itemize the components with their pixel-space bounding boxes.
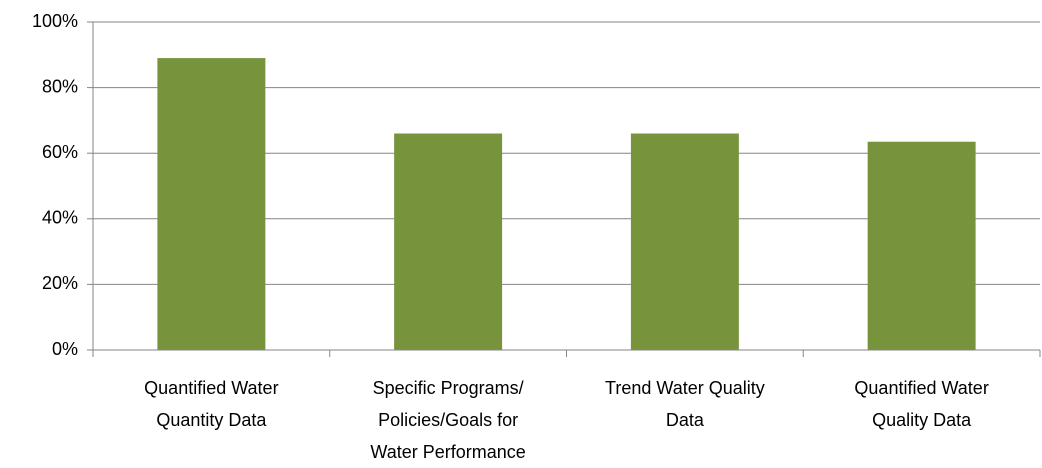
x-tick-label: Quantified Water: [144, 378, 278, 398]
y-tick-label: 0%: [52, 339, 78, 359]
x-tick-label: Policies/Goals for: [378, 410, 518, 430]
bar: [867, 141, 976, 350]
y-tick-label: 80%: [42, 76, 78, 96]
y-tick-label: 100%: [32, 11, 78, 31]
y-tick-label: 60%: [42, 142, 78, 162]
x-tick-label: Quality Data: [872, 410, 972, 430]
x-tick-label: Specific Programs/: [373, 378, 524, 398]
x-tick-label: Data: [666, 410, 705, 430]
x-tick-label: Quantity Data: [156, 410, 267, 430]
bar: [394, 133, 503, 350]
x-tick-label: Water Performance: [370, 442, 525, 462]
x-tick-label: Trend Water Quality: [605, 378, 765, 398]
y-tick-label: 40%: [42, 208, 78, 228]
bar: [630, 133, 739, 350]
y-tick-label: 20%: [42, 273, 78, 293]
bar: [157, 58, 266, 351]
x-tick-label: Quantified Water: [854, 378, 988, 398]
